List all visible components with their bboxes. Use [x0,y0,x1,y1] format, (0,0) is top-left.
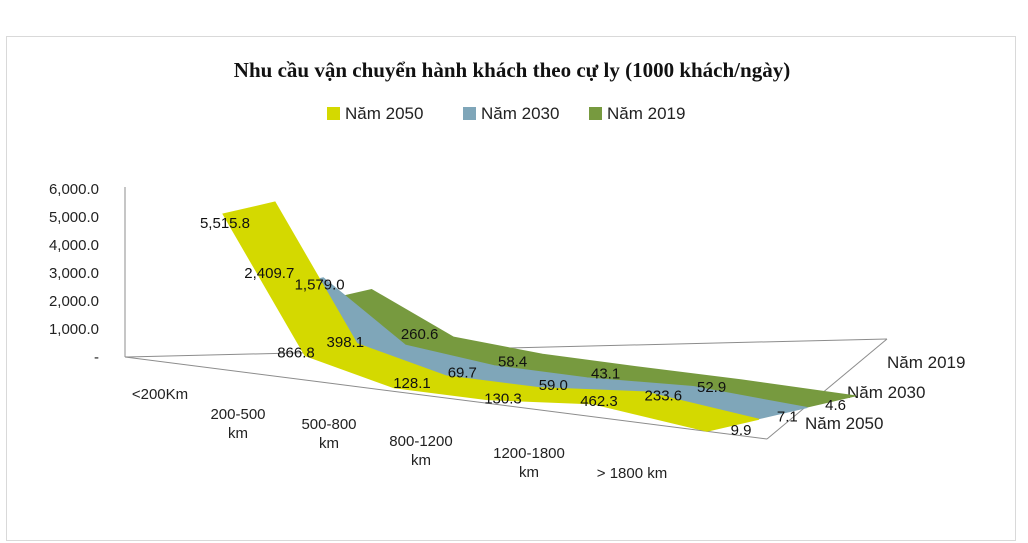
data-label: 398.1 [327,334,365,351]
data-label: 7.1 [777,409,798,426]
data-point [780,413,782,415]
data-label: 5,515.8 [200,215,250,232]
data-label: 866.8 [277,345,315,362]
data-label: 128.1 [393,375,431,392]
x-tick-label: 1200-1800 km [493,445,565,481]
floor-right-edge [766,338,888,440]
series-ribbon [222,201,760,432]
y-tick-label: 1,000.0 [49,321,99,338]
x-tick-label: 500-800 km [301,416,356,452]
x-tick-label: 200-500 km [210,406,265,442]
y-tick-label: 4,000.0 [49,237,99,254]
data-label: 233.6 [645,388,683,405]
data-label: 1,579.0 [295,276,345,293]
data-point [560,383,562,385]
data-point [666,392,668,394]
data-point [618,397,620,399]
x-tick-label: 800-1200 km [389,433,452,469]
data-point [732,424,734,426]
data-point [715,385,717,387]
floor-front-edge [124,356,768,440]
legend-swatch [463,107,476,120]
data-point [609,372,611,374]
data-point [419,381,421,383]
data-point [829,401,831,403]
chart-container: Nhu cầu vận chuyển hành khách theo cự ly… [6,36,1016,541]
data-label: 69.7 [448,365,477,382]
chart-svg: Nhu cầu vận chuyển hành khách theo cự ly… [49,58,965,482]
data-label: 58.4 [498,353,527,370]
axes: 6,000.0 5,000.0 4,000.0 3,000.0 2,000.0 1,000… [49,181,965,482]
data-point [467,371,469,373]
data-point [427,342,429,344]
y-tick-label: 2,000.0 [49,293,99,310]
data-label: 130.3 [484,391,522,408]
series-axis-label: Năm 2019 [887,353,965,372]
x-tick-label: <200Km [132,386,188,403]
ribbons [222,201,856,432]
legend-label: Năm 2050 [345,104,423,123]
data-label: 4.6 [825,397,846,414]
data-point [516,359,518,361]
series-axis-label: Năm 2050 [805,414,883,433]
x-tick-label: > 1800 km [597,465,667,482]
data-label: 260.6 [401,326,439,343]
data-label: 52.9 [697,379,726,396]
series-axis-label: Năm 2030 [847,383,925,402]
y-tick-label: - [94,349,99,366]
legend-swatch [327,107,340,120]
legend-label: Năm 2030 [481,104,559,123]
y-tick-label: 6,000.0 [49,181,99,198]
data-label: 2,409.7 [244,265,294,282]
y-tick-label: 3,000.0 [49,265,99,282]
chart-title: Nhu cầu vận chuyển hành khách theo cự ly… [234,58,790,82]
legend-swatch [589,107,602,120]
data-label: 43.1 [591,366,620,383]
y-tick-label: 5,000.0 [49,209,99,226]
legend-label: Năm 2019 [607,104,685,123]
data-point [330,349,332,351]
data-label: 59.0 [539,377,568,394]
data-point [512,393,514,395]
data-point [248,207,250,209]
data-label: 462.3 [580,393,618,410]
data-label: 9.9 [731,422,752,439]
legend: Năm 2050 Năm 2030 Năm 2019 [327,104,685,123]
data-labels: 1,579.0 260.6 58.4 43.1 52.9 4.6 2,409.7 398.1 6… [200,215,846,439]
